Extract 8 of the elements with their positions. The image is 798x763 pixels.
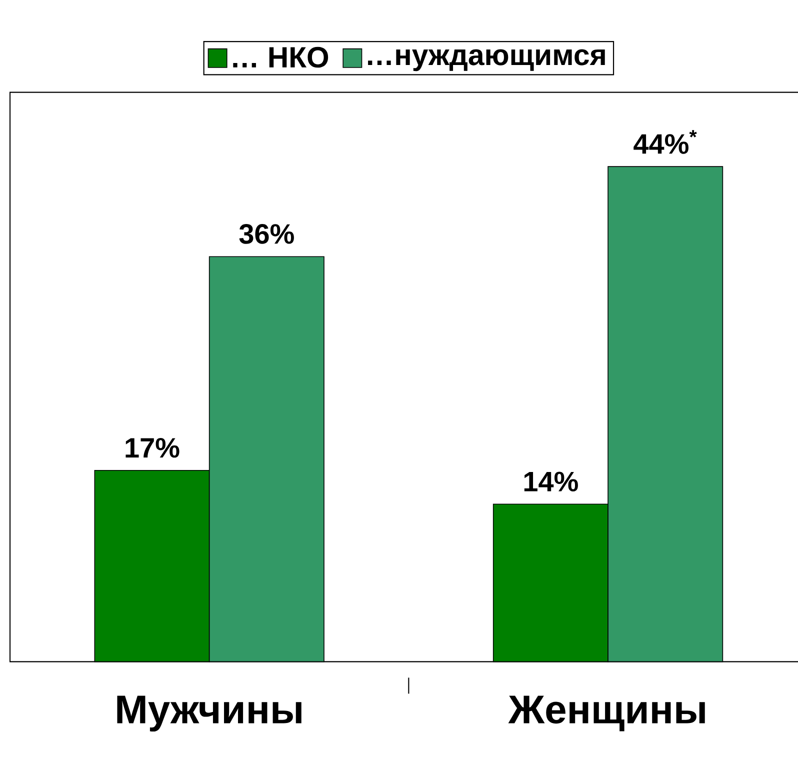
legend-label: … НКО [233,46,328,68]
data-label: 14% [524,472,578,492]
data-label: 44%$^{*}$ [634,130,697,154]
data-label: 17% [126,438,180,458]
x-tick-label: Мужчины [117,696,302,732]
legend-label: …нуждающимся [368,49,605,72]
data-label: 36% [239,224,294,244]
x-tick-label: Женщины [508,696,705,732]
